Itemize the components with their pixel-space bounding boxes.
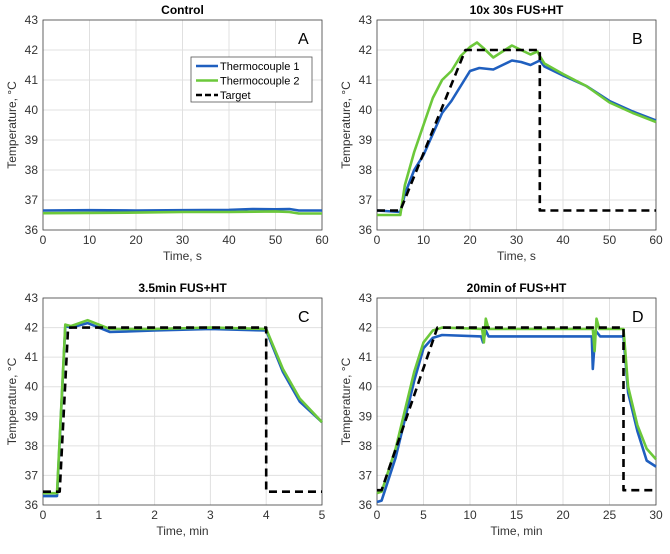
- y-tick-label: 41: [359, 350, 373, 364]
- x-axis-label: Time, min: [490, 524, 542, 538]
- x-tick-label: 30: [510, 233, 524, 247]
- y-tick-label: 42: [25, 43, 39, 57]
- y-tick-label: 37: [25, 468, 39, 482]
- y-tick-label: 42: [359, 43, 373, 57]
- y-tick-label: 42: [25, 321, 39, 335]
- legend: Thermocouple 1 Thermocouple 2 Target: [190, 56, 313, 103]
- x-tick-label: 20: [463, 233, 477, 247]
- legend-label: Thermocouple 2: [220, 76, 300, 88]
- y-tick-label: 40: [25, 103, 39, 117]
- y-tick-label: 38: [25, 439, 39, 453]
- series-thermocouple-1: [42, 207, 322, 212]
- series-thermocouple-2: [376, 317, 657, 495]
- y-tick-label: 43: [25, 291, 39, 305]
- x-tick-label: 40: [556, 233, 570, 247]
- y-tick-label: 37: [25, 193, 39, 207]
- panel-letter: C: [298, 309, 310, 326]
- y-tick-label: 39: [359, 409, 373, 423]
- y-tick-label: 40: [25, 380, 39, 394]
- x-tick-label: 3: [207, 508, 214, 522]
- y-tick-label: 38: [359, 439, 373, 453]
- y-axis-label: Temperature, °C: [339, 357, 353, 445]
- plot-area: [43, 298, 322, 505]
- y-tick-label: 36: [359, 498, 373, 512]
- panel-title: 10x 30s FUS+HT: [470, 3, 564, 17]
- x-tick-label: 40: [222, 233, 236, 247]
- y-tick-label: 39: [25, 409, 39, 423]
- x-tick-label: 20: [129, 233, 143, 247]
- y-axis-label: Temperature, °C: [5, 81, 19, 169]
- x-tick-label: 50: [603, 233, 617, 247]
- x-axis-label: Time, s: [497, 249, 536, 263]
- panel-c: 0 1 2 3 4 5 36 37 38 39 40 41 42 43 3.5min FUS+HT Time,…: [5, 281, 326, 538]
- panel-title: 3.5min FUS+HT: [138, 281, 227, 295]
- series-target: [377, 48, 656, 212]
- legend-label: Target: [220, 90, 251, 102]
- x-tick-label: 60: [315, 233, 329, 247]
- y-tick-label: 40: [359, 103, 373, 117]
- x-tick-label: 0: [40, 233, 47, 247]
- y-tick-label: 39: [359, 133, 373, 147]
- panel-title: 20min of FUS+HT: [467, 281, 567, 295]
- y-tick-label: 41: [359, 73, 373, 87]
- panel-a: 0 10 20 30 40 50 60 36 37 38 39 40 41 42 43 Control Time…: [5, 3, 329, 263]
- y-tick-label: 43: [359, 13, 373, 27]
- x-tick-label: 10: [83, 233, 97, 247]
- y-tick-label: 36: [25, 498, 39, 512]
- x-tick-label: 2: [151, 508, 158, 522]
- y-tick-label: 41: [25, 73, 39, 87]
- y-tick-label: 41: [25, 350, 39, 364]
- axes-box: [42, 19, 323, 231]
- y-tick-label: 43: [25, 13, 39, 27]
- x-tick-label: 15: [510, 508, 524, 522]
- legend-label: Thermocouple 1: [220, 61, 300, 73]
- x-tick-label: 10: [463, 508, 477, 522]
- y-tick-label: 39: [25, 133, 39, 147]
- axes-box: [376, 297, 657, 506]
- y-tick-label: 43: [359, 291, 373, 305]
- x-tick-label: 20: [556, 508, 570, 522]
- x-tick-label: 25: [603, 508, 617, 522]
- x-tick-label: 4: [263, 508, 270, 522]
- x-tick-label: 30: [649, 508, 663, 522]
- x-tick-label: 60: [649, 233, 663, 247]
- x-axis-label: Time, s: [163, 249, 202, 263]
- panel-b: 0 10 20 30 40 50 60 36 37 38 39 40 41 42 43 10x 30s FUS…: [339, 3, 663, 263]
- axes-box: [42, 297, 323, 506]
- panel-letter: D: [632, 309, 644, 326]
- panel-title: Control: [161, 3, 204, 17]
- series-target: [43, 326, 322, 494]
- series-target: [377, 326, 656, 492]
- x-tick-label: 5: [420, 508, 427, 522]
- x-tick-label: 10: [417, 233, 431, 247]
- series-thermocouple-2: [42, 210, 322, 215]
- y-axis-label: Temperature, °C: [339, 81, 353, 169]
- y-tick-label: 38: [25, 163, 39, 177]
- y-tick-label: 40: [359, 380, 373, 394]
- panel-d: 0 5 10 15 20 25 30 36 37 38 39 40 41 42 43 20min of FUS…: [339, 281, 663, 538]
- x-tick-label: 1: [95, 508, 102, 522]
- x-tick-label: 0: [374, 233, 381, 247]
- y-tick-label: 37: [359, 193, 373, 207]
- axes-box: [376, 19, 657, 231]
- x-axis-label: Time, min: [156, 524, 208, 538]
- y-tick-label: 42: [359, 321, 373, 335]
- y-tick-label: 38: [359, 163, 373, 177]
- x-tick-label: 0: [374, 508, 381, 522]
- y-tick-label: 36: [359, 223, 373, 237]
- series-thermocouple-2: [43, 318, 323, 495]
- series-thermocouple-2: [377, 41, 657, 217]
- x-tick-label: 50: [269, 233, 283, 247]
- y-tick-label: 37: [359, 468, 373, 482]
- y-axis-label: Temperature, °C: [5, 357, 19, 445]
- x-tick-label: 5: [319, 508, 326, 522]
- x-tick-label: 0: [40, 508, 47, 522]
- panel-letter: B: [632, 31, 643, 48]
- x-tick-label: 30: [176, 233, 190, 247]
- y-tick-label: 36: [25, 223, 39, 237]
- panel-letter: A: [298, 31, 309, 48]
